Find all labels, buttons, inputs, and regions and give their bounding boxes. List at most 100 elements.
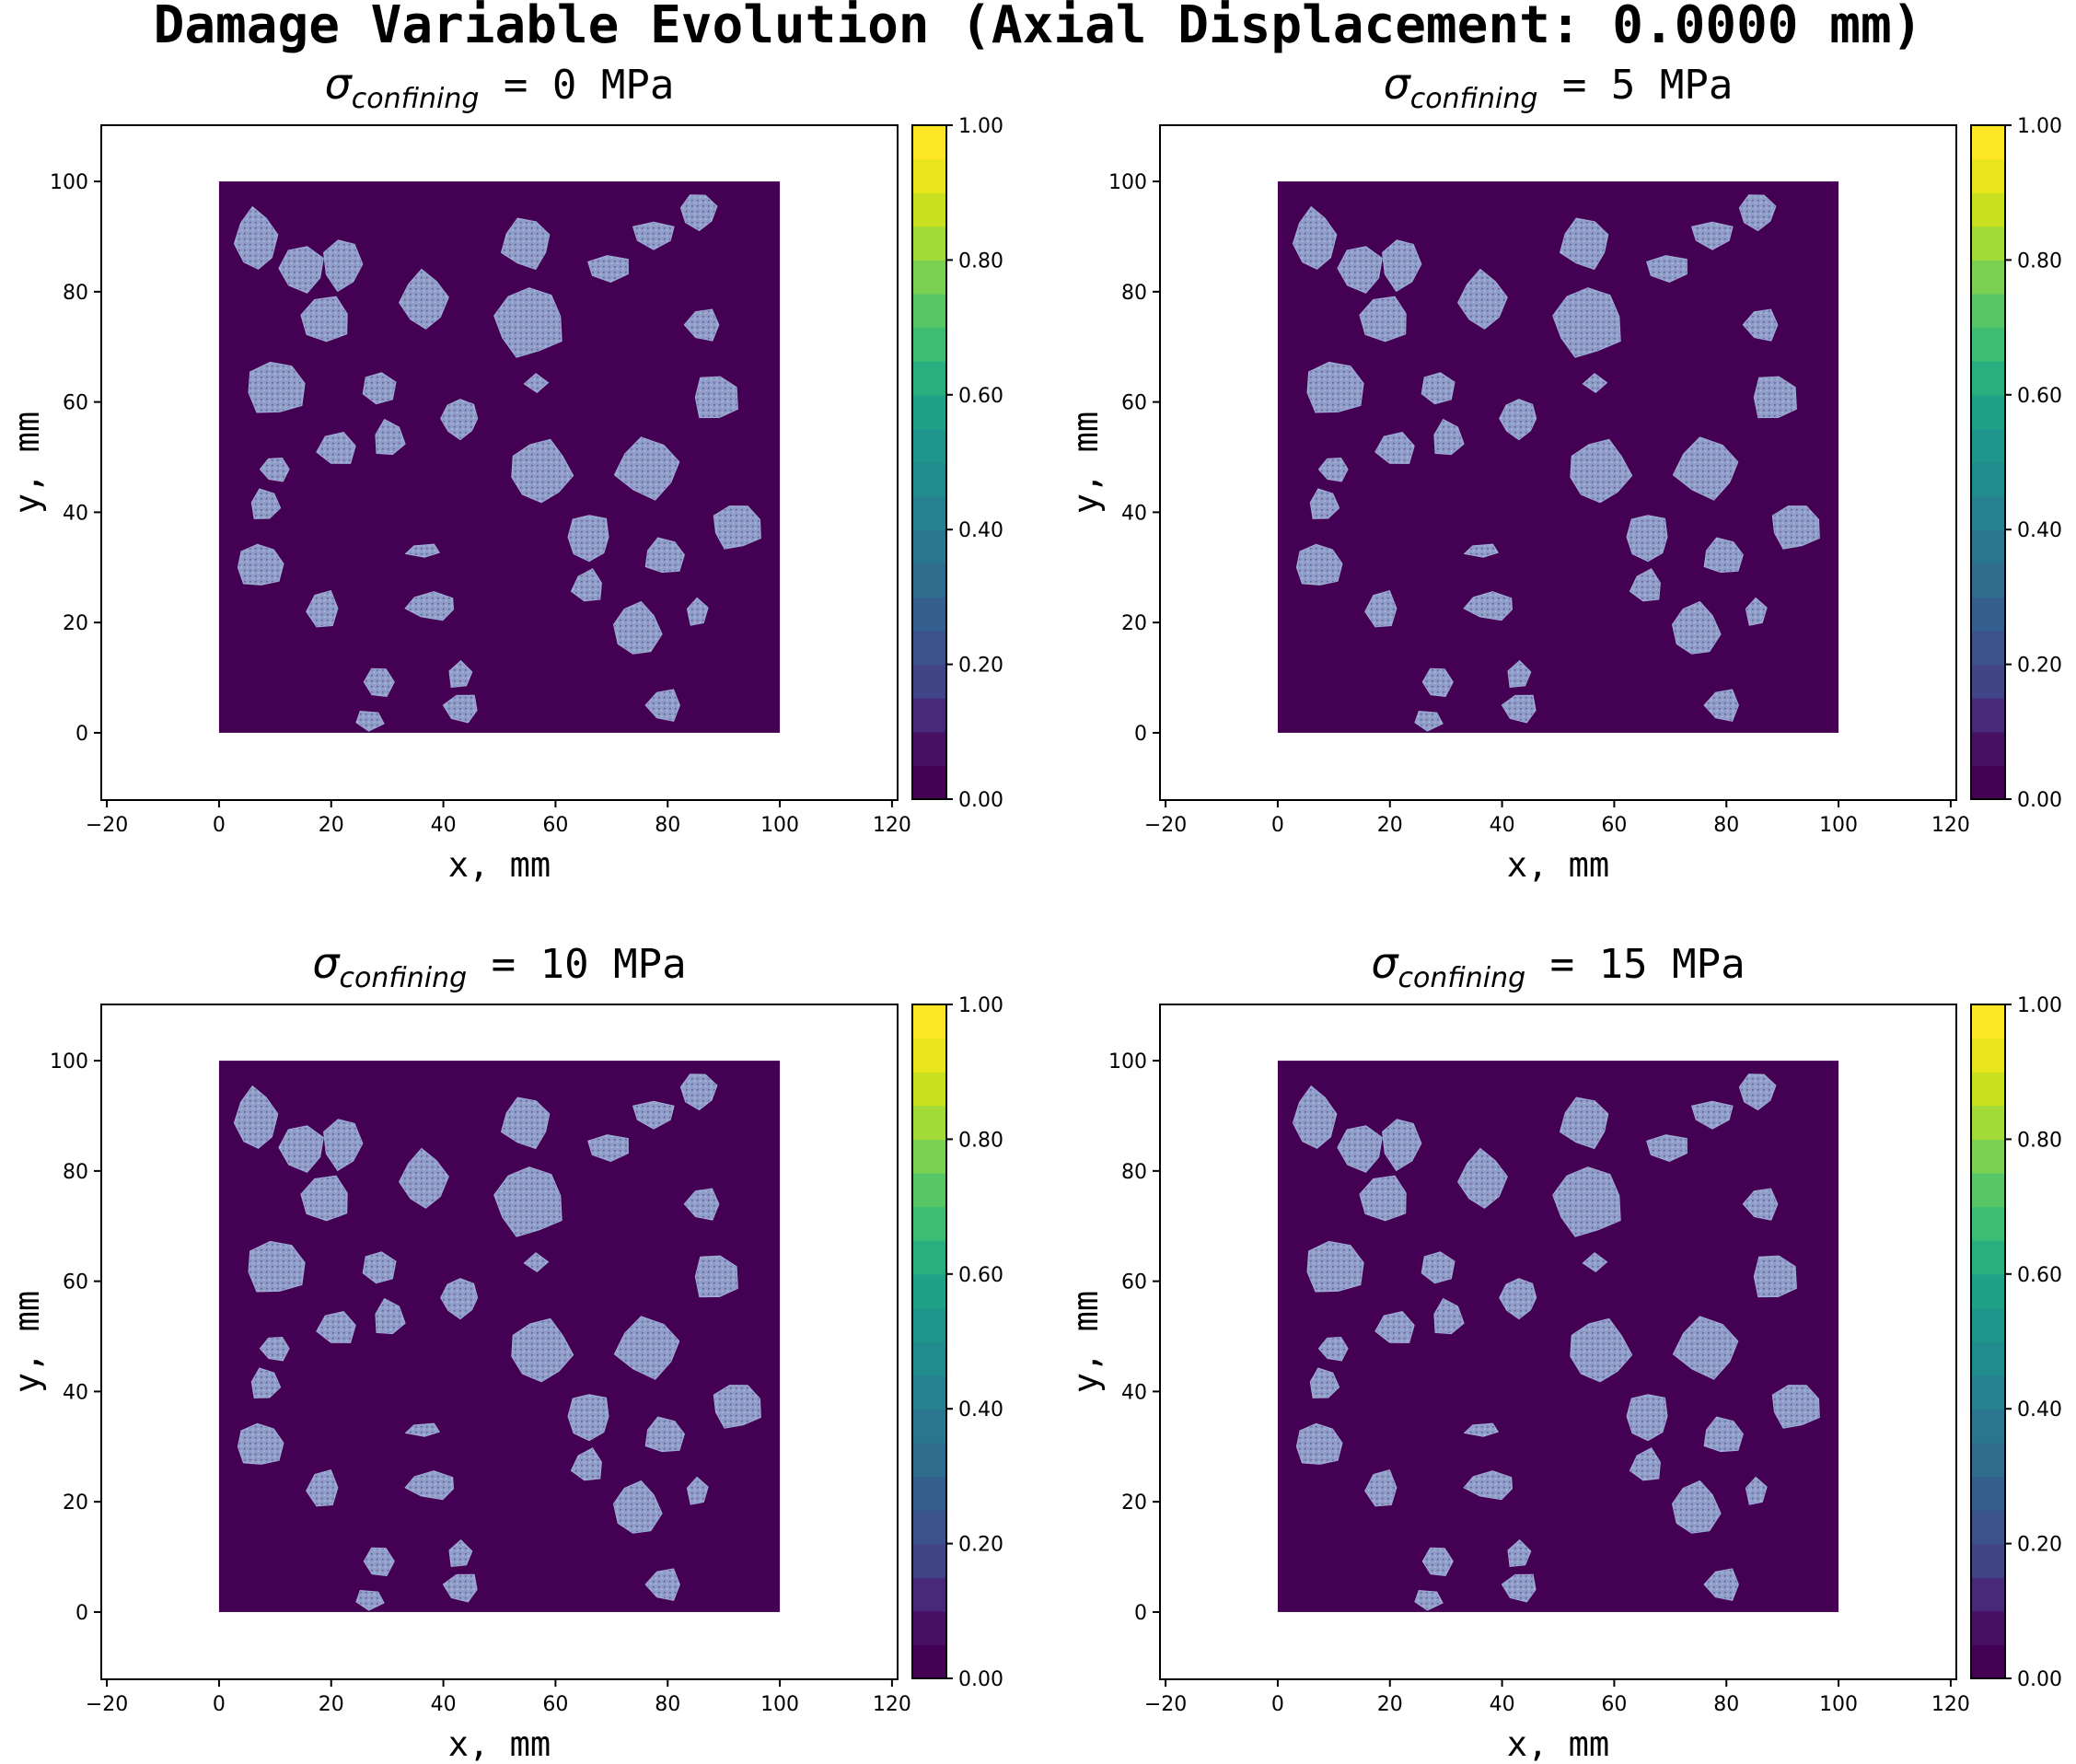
particle-grain <box>1463 1470 1514 1501</box>
particle-grain <box>248 1240 306 1293</box>
colorbar-band <box>1971 1375 2005 1410</box>
particle-grain <box>1703 537 1744 574</box>
figure-title: Damage Variable Evolution (Axial Displac… <box>153 0 1923 55</box>
y-axis-label: y, mm <box>1066 1291 1106 1393</box>
particle-grain <box>570 1447 602 1481</box>
particle-grain <box>278 1125 324 1173</box>
y-tick-label: 80 <box>63 282 88 305</box>
particle-grain <box>300 296 348 342</box>
particle-grain <box>493 287 562 358</box>
particle-grain <box>1570 1317 1633 1383</box>
particle-grain <box>1414 1589 1444 1611</box>
colorbar-band <box>1971 631 2005 666</box>
colorbar-band <box>1971 1206 2005 1241</box>
colorbar-tick-label: 1.00 <box>958 994 1003 1017</box>
x-tick-label: 40 <box>1490 814 1515 837</box>
particle-grain <box>1457 1147 1508 1209</box>
particle-grain <box>233 205 279 270</box>
y-tick-label: 20 <box>1121 1491 1147 1514</box>
y-tick-label: 60 <box>63 1271 88 1294</box>
particle-grain <box>355 1589 385 1611</box>
particle-grain <box>1690 1100 1734 1130</box>
y-tick-label: 100 <box>1108 171 1147 194</box>
particle-grain <box>1421 372 1456 405</box>
colorbar-band <box>912 631 946 666</box>
particle-grain <box>1690 221 1734 250</box>
colorbar-frame <box>911 124 947 800</box>
particle-grain <box>1742 1188 1779 1221</box>
x-axis-label: x, mm <box>448 845 551 885</box>
x-tick-label: 120 <box>873 1693 911 1716</box>
x-tick-label: 40 <box>1490 1693 1515 1716</box>
particle-grain <box>1771 1385 1820 1429</box>
particle-grain <box>1337 1125 1383 1173</box>
particle-grain <box>323 1119 364 1172</box>
particle-grain <box>1629 1447 1661 1481</box>
particle-grain <box>1742 308 1779 342</box>
particle-grain <box>1501 1573 1537 1603</box>
colorbar-band <box>1971 394 2005 429</box>
colorbar-band <box>912 597 946 632</box>
particle-grain <box>442 694 478 724</box>
colorbar-band <box>912 1038 946 1073</box>
particle-grain <box>1626 1394 1668 1442</box>
particle-grain <box>1745 1476 1768 1505</box>
particle-grain <box>1306 361 1364 413</box>
particle-grain <box>567 1394 609 1442</box>
y-tick-label: 100 <box>1108 1050 1147 1073</box>
particle-grain <box>316 1310 356 1343</box>
particle-grain <box>250 1367 282 1398</box>
colorbar-band <box>1971 1409 2005 1444</box>
colorbar-band <box>912 1105 946 1140</box>
particle-grain <box>404 1470 455 1501</box>
particle-grain <box>500 217 551 271</box>
particle-grain <box>1559 1097 1609 1150</box>
axes-frame <box>100 1004 899 1680</box>
particle-grain <box>1671 1480 1722 1534</box>
particle-grain <box>306 589 339 628</box>
particle-grain <box>632 1100 675 1130</box>
x-tick-label: 40 <box>431 814 457 837</box>
y-tick-label: 0 <box>1134 723 1147 746</box>
particle-grain <box>442 1573 478 1603</box>
particle-grain <box>612 600 663 655</box>
colorbar-band <box>912 529 946 564</box>
colorbar-band <box>1971 1038 2005 1073</box>
particle-grain <box>1626 515 1668 563</box>
colorbar-band <box>912 1206 946 1241</box>
particle-grain <box>1421 1547 1454 1577</box>
particle-grain <box>1317 1336 1349 1362</box>
y-tick-label: 60 <box>1121 392 1147 415</box>
particle-grain <box>1295 543 1343 586</box>
particle-grain <box>1359 296 1407 342</box>
particle-grain <box>1433 1297 1465 1335</box>
x-tick-label: 20 <box>1377 814 1403 837</box>
colorbar-band <box>912 1375 946 1410</box>
colorbar-band <box>1971 1173 2005 1208</box>
colorbar-tick-label: 0.00 <box>2017 1668 2062 1691</box>
x-tick-label: 100 <box>1819 814 1858 837</box>
colorbar-tick-label: 0.40 <box>958 519 1003 542</box>
colorbar-band <box>1971 327 2005 362</box>
particle-grain <box>1414 710 1444 732</box>
particle-grain <box>570 568 602 602</box>
colorbar-tick-label: 0.20 <box>958 1534 1003 1557</box>
x-tick-label: 100 <box>1819 1693 1858 1716</box>
colorbar-band <box>912 428 946 463</box>
particle-grain <box>1646 255 1687 283</box>
particle-grain <box>1552 1166 1621 1237</box>
colorbar-tick-label: 1.00 <box>2017 115 2062 138</box>
particle-grain <box>1292 1085 1338 1149</box>
particle-grain <box>1364 1468 1398 1507</box>
colorbar-band <box>1971 1072 2005 1107</box>
particle-grain <box>1738 1073 1777 1111</box>
particle-grain <box>644 1568 680 1601</box>
colorbar-band <box>912 495 946 530</box>
colorbar-tick-label: 0.40 <box>2017 519 2062 542</box>
colorbar-band <box>1971 664 2005 699</box>
colorbar-tick-label: 0.20 <box>2017 655 2062 678</box>
colorbar-band <box>1971 361 2005 396</box>
particle-grain <box>1374 431 1415 464</box>
particle-grain <box>632 221 675 250</box>
particle-grain <box>363 1547 395 1577</box>
